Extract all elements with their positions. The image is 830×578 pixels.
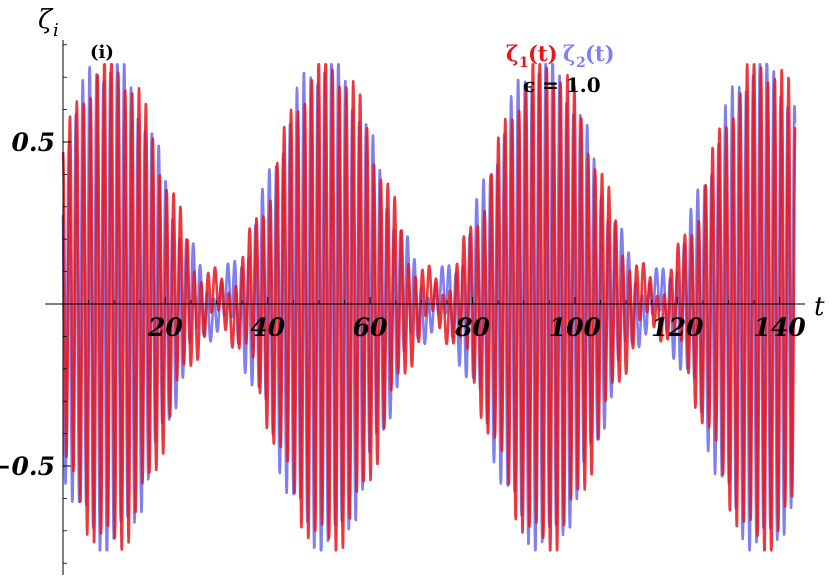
- legend: ζ 1 (t) ζ 2 (t): [506, 41, 615, 71]
- x-tick-label: 40: [250, 313, 285, 342]
- y-axis-title-symbol: ζ: [38, 5, 54, 35]
- epsilon-annotation: ϵ = 1.0: [523, 73, 601, 97]
- x-tick-label: 80: [454, 313, 490, 342]
- series-zeta1-line: [61, 62, 797, 552]
- axis-ticks: 20 40 60 80 100 120 140 0.5 −0.5: [0, 44, 807, 564]
- x-tick-label: 100: [549, 313, 602, 342]
- x-tick-label: 20: [147, 313, 183, 342]
- y-axis-title-subscript: i: [53, 20, 59, 41]
- x-tick-label: 120: [651, 313, 704, 342]
- x-tick-label: 140: [754, 313, 807, 342]
- legend-suffix-zeta1: (t): [528, 41, 558, 66]
- legend-sub-zeta1: 1: [519, 55, 529, 71]
- series-lines: [61, 62, 797, 552]
- legend-entry-zeta1: ζ 1 (t): [506, 41, 558, 71]
- y-tick-label: 0.5: [12, 128, 56, 157]
- y-tick-label: −0.5: [0, 452, 55, 481]
- x-tick-label: 60: [353, 313, 388, 342]
- x-axis-title: t: [814, 292, 825, 322]
- legend-symbol-zeta1: ζ: [506, 41, 518, 66]
- y-axis-title: ζ i: [38, 5, 59, 41]
- legend-symbol-zeta2: ζ: [563, 41, 575, 66]
- legend-suffix-zeta2: (t): [585, 41, 615, 66]
- panel-label: (i): [90, 42, 114, 63]
- legend-entry-zeta2: ζ 2 (t): [563, 41, 615, 71]
- legend-sub-zeta2: 2: [576, 55, 586, 71]
